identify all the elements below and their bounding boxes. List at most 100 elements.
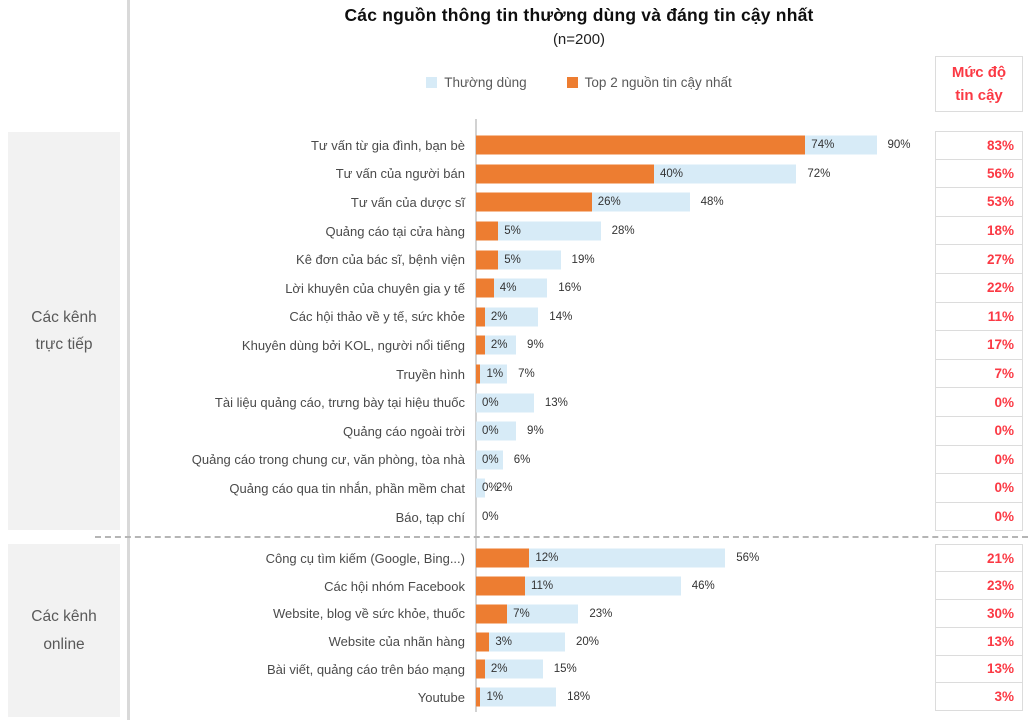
chart-row: Website, blog về sức khỏe, thuốc 7% 23% 30% <box>130 599 1028 628</box>
bar-zone: 1% 18% <box>475 683 935 711</box>
trusted-value-label: 0% <box>482 453 499 466</box>
category-label: Quảng cáo trong chung cư, văn phòng, tòa… <box>191 452 465 468</box>
trust-level-cell: 0% <box>935 445 1023 475</box>
trusted-value-label: 0% <box>482 511 499 524</box>
chart-subtitle: (n=200) <box>552 31 606 48</box>
category-label: Các hội thảo về y tế, sức khỏe <box>289 309 465 325</box>
bar-zone: 0% 2% <box>475 474 935 503</box>
trust-level-cell: 53% <box>935 188 1023 217</box>
chart-legend: Thường dùng Top 2 nguồn tin cậy nhất <box>140 75 1018 90</box>
trusted-value-label: 2% <box>490 663 508 676</box>
category-label: Khuyên dùng bởi KOL, người nổi tiếng <box>241 337 465 353</box>
used-bar <box>476 632 565 652</box>
chart-row: Các hội thảo về y tế, sức khỏe 2% 14% 11% <box>130 302 1028 332</box>
trusted-value-label: 4% <box>499 282 517 295</box>
bar-zone: 2% 15% <box>475 656 935 684</box>
category-label: Công cụ tìm kiếm (Google, Bing...) <box>265 550 465 566</box>
trusted-bar <box>476 659 485 679</box>
used-value-label: 46% <box>691 580 715 592</box>
category-label: Tư vấn của dược sĩ <box>350 194 465 210</box>
trusted-bar <box>476 164 654 184</box>
trust-level-cell: 23% <box>935 572 1023 600</box>
used-bar <box>476 307 539 327</box>
category-label: Tư vấn từ gia đình, bạn bè <box>310 137 465 153</box>
trust-level-cell: 17% <box>935 331 1023 360</box>
used-bar <box>476 421 517 441</box>
category-axis-line <box>475 119 477 712</box>
trust-level-cell: 30% <box>935 599 1023 628</box>
bar-zone: 40% 72% <box>475 160 935 189</box>
trust-level-cell: 0% <box>935 416 1023 446</box>
chart-row: Bài viết, quảng cáo trên báo mạng 2% 15% 13… <box>130 655 1028 684</box>
bar-zone: 0% <box>475 503 935 532</box>
used-value-label: 72% <box>807 167 831 180</box>
chart-row: Tài liệu quảng cáo, trưng bày tại hiệu t… <box>130 388 1028 417</box>
category-label: Youtube <box>417 689 465 705</box>
bar-zone: 7% 23% <box>475 600 935 628</box>
chart-row: Youtube 1% 18% 3% <box>130 683 1028 712</box>
used-value-label: 6% <box>513 453 531 466</box>
trust-level-cell: 0% <box>935 474 1023 503</box>
used-bar <box>476 659 543 679</box>
used-bar <box>476 478 485 498</box>
category-label: Kê đơn của bác sĩ, bệnh viện <box>296 252 465 268</box>
chart-row: Báo, tạp chí 0% 0% <box>130 502 1028 532</box>
used-value-label: 15% <box>553 663 577 676</box>
bar-zone: 3% 20% <box>475 628 935 656</box>
bar-zone: 2% 14% <box>475 303 935 332</box>
bar-zone: 0% 9% <box>475 417 935 446</box>
trusted-bar <box>476 278 494 298</box>
bar-zone: 2% 9% <box>475 331 935 360</box>
trusted-value-label: 5% <box>504 225 521 238</box>
trust-level-cell: 11% <box>935 302 1023 332</box>
trust-level-cell: 56% <box>935 159 1023 189</box>
trust-level-cell: 13% <box>935 655 1023 684</box>
trust-column-header-line2: tin cậy <box>955 87 1003 104</box>
bar-zone: 4% 16% <box>475 274 935 303</box>
trusted-bar <box>476 548 530 568</box>
used-series-swatch-icon <box>426 77 438 88</box>
used-value-label: 19% <box>571 253 595 266</box>
legend-label-used: Thường dùng <box>444 75 527 90</box>
chart-row: Quảng cáo ngoài trời 0% 9% 0% <box>130 416 1028 446</box>
used-bar <box>476 687 557 707</box>
trusted-value-label: 11% <box>530 580 554 592</box>
category-label: Lời khuyên của chuyên gia y tế <box>285 280 465 296</box>
trusted-value-label: 7% <box>513 607 530 620</box>
trust-level-cell: 18% <box>935 216 1023 246</box>
used-value-label: 16% <box>558 282 582 295</box>
trusted-value-label: 3% <box>495 635 512 648</box>
trusted-value-label: 2% <box>490 310 508 323</box>
trust-level-cell: 22% <box>935 273 1023 303</box>
chart-row: Tư vấn của dược sĩ 26% 48% 53% <box>130 188 1028 217</box>
trust-level-cell: 0% <box>935 388 1023 417</box>
trusted-bar <box>476 632 490 652</box>
chart-title: Các nguồn thông tin thường dùng và đáng … <box>344 5 814 25</box>
chart-row: Kê đơn của bác sĩ, bệnh viện 5% 19% 27% <box>130 245 1028 274</box>
chart-row: Website của nhãn hàng 3% 20% 13% <box>130 627 1028 656</box>
bar-zone: 74% 90% <box>475 131 935 160</box>
trusted-bar <box>476 192 592 212</box>
trust-column-header-line1: Mức độ <box>951 63 1007 81</box>
bar-zone: 26% 48% <box>475 188 935 217</box>
trusted-value-label: 5% <box>504 253 521 266</box>
used-bar <box>476 450 503 470</box>
chart-row: Các hội nhóm Facebook 11% 46% 23% <box>130 572 1028 600</box>
trusted-value-label: 74% <box>811 139 835 152</box>
used-bar <box>476 221 601 241</box>
group-separator-dashed-line <box>95 531 1028 544</box>
trust-column-header: Mức độ tin cậy <box>935 56 1023 112</box>
category-label: Truyền hình <box>396 366 465 382</box>
used-bar <box>476 576 681 596</box>
category-label: Website của nhãn hàng <box>328 634 465 650</box>
category-label: Tư vấn của người bán <box>335 166 465 182</box>
category-label: Tài liệu quảng cáo, trưng bày tại hiệu t… <box>214 395 465 411</box>
category-label: Website, blog về sức khỏe, thuốc <box>272 606 465 622</box>
legend-label-trusted: Top 2 nguồn tin cậy nhất <box>584 75 732 90</box>
trusted-bar <box>476 250 499 270</box>
trusted-value-label: 0% <box>482 482 499 495</box>
used-bar <box>476 335 517 355</box>
used-value-label: 48% <box>700 196 724 209</box>
used-value-label: 20% <box>576 635 600 648</box>
